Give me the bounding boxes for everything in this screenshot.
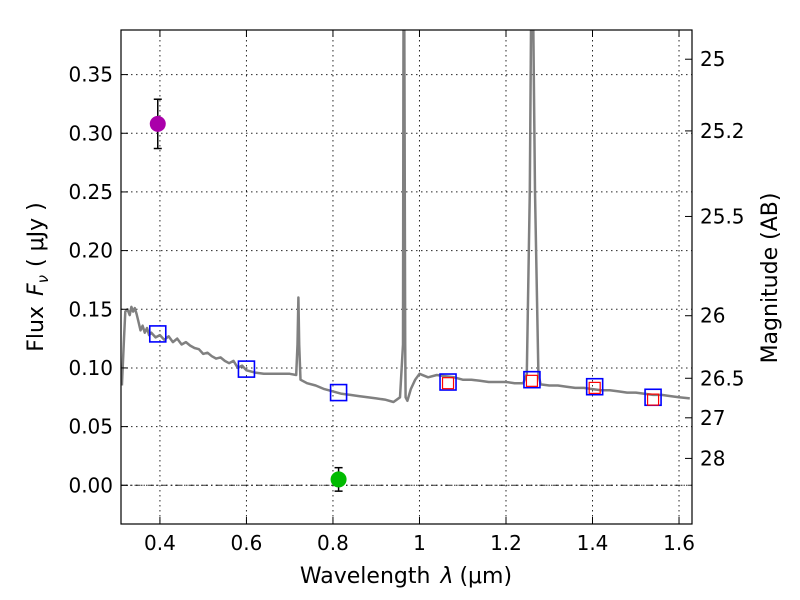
plot-frame	[120, 29, 693, 525]
x-tick-label: 1.6	[663, 531, 695, 555]
x-tick-label: 0.8	[317, 531, 349, 555]
y-tick-label: 0.10	[68, 356, 113, 380]
y-axis-label-sub: ν	[34, 275, 52, 283]
y-tick-label: 0.15	[68, 297, 113, 321]
y-axis-label: Flux Fν ( μJy )	[24, 202, 52, 351]
detection-point	[330, 471, 347, 488]
y-tick-label: 0.30	[68, 121, 113, 145]
model-band-marker	[523, 370, 541, 389]
x-axis-label-unit: (μm)	[459, 564, 512, 589]
y-axis-label-symbol: F	[24, 283, 49, 296]
y2-tick-label: 26	[700, 304, 725, 328]
x-tick-label: 1	[413, 531, 426, 555]
x-tick-label: 1.2	[490, 531, 522, 555]
observed-flux-marker	[525, 374, 539, 387]
model-band-marker	[237, 360, 256, 378]
y-axis-label-text: Flux	[24, 306, 49, 352]
y2-tick-label: 25.2	[700, 119, 745, 143]
model-band-marker	[329, 383, 348, 402]
y-tick-label: 0.35	[68, 63, 113, 87]
x-tick-label: 1.4	[577, 531, 609, 555]
y-tick-label: 0.20	[68, 239, 113, 263]
x-axis-label-text: Wavelength	[300, 564, 431, 589]
x-axis-label: Wavelength λ (μm)	[300, 564, 512, 589]
y-tick-label: 0.00	[68, 473, 113, 497]
observed-flux-marker	[646, 393, 660, 406]
y2-tick-label: 25	[700, 47, 725, 71]
y2-tick-label: 25.5	[700, 204, 745, 228]
model-band-marker	[439, 373, 457, 391]
y2-axis-label: Magnitude (AB)	[758, 193, 783, 364]
observed-flux-marker	[441, 377, 455, 390]
axes: 0.4 0.6 0.8 1 1.2 1.4 1.6 0.00 0.05 0.10 0.15 0.20 0…	[68, 30, 745, 555]
x-tick-label: 0.6	[231, 531, 263, 555]
model-band-marker	[585, 377, 604, 396]
y2-tick-label: 28	[700, 446, 725, 470]
x-tick-label: 0.4	[144, 531, 176, 555]
y-axis-label-unit: ( μJy )	[24, 202, 49, 267]
observed-flux-marker	[588, 381, 601, 394]
y2-tick-label: 27	[700, 406, 725, 430]
y2-tick-label: 26.5	[700, 366, 745, 390]
y-tick-label: 0.25	[68, 180, 113, 204]
x-axis-label-symbol: λ	[439, 564, 453, 589]
plot-area	[121, 30, 692, 492]
model-band-marker	[148, 325, 167, 343]
y-tick-label: 0.05	[68, 415, 113, 439]
detection-point	[149, 115, 166, 132]
